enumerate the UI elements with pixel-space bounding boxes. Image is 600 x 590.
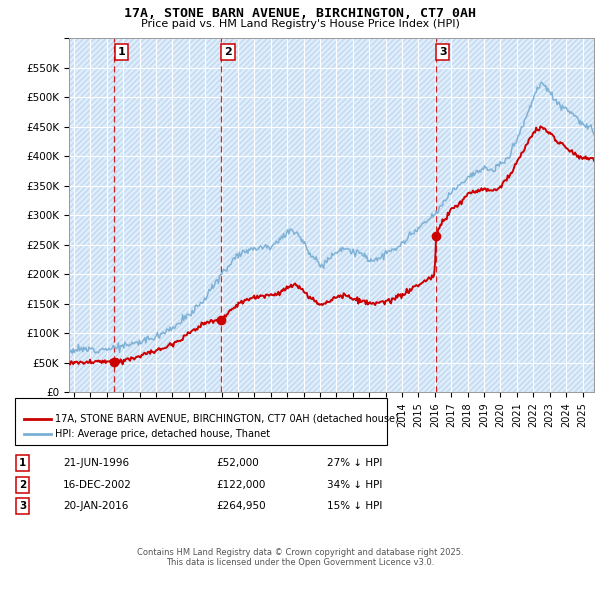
Text: HPI: Average price, detached house, Thanet: HPI: Average price, detached house, Than… <box>55 430 271 439</box>
Text: 3: 3 <box>439 47 446 57</box>
Text: 15% ↓ HPI: 15% ↓ HPI <box>327 502 382 511</box>
Text: 34% ↓ HPI: 34% ↓ HPI <box>327 480 382 490</box>
Text: £122,000: £122,000 <box>216 480 265 490</box>
Text: 17A, STONE BARN AVENUE, BIRCHINGTON, CT7 0AH: 17A, STONE BARN AVENUE, BIRCHINGTON, CT7… <box>124 7 476 20</box>
Text: £52,000: £52,000 <box>216 458 259 468</box>
Text: 1: 1 <box>118 47 125 57</box>
Text: 21-JUN-1996: 21-JUN-1996 <box>63 458 129 468</box>
Text: 3: 3 <box>19 502 26 511</box>
Text: 1: 1 <box>19 458 26 468</box>
Text: This data is licensed under the Open Government Licence v3.0.: This data is licensed under the Open Gov… <box>166 558 434 567</box>
Text: £264,950: £264,950 <box>216 502 266 511</box>
Text: 2: 2 <box>19 480 26 490</box>
Text: 27% ↓ HPI: 27% ↓ HPI <box>327 458 382 468</box>
Text: 2: 2 <box>224 47 232 57</box>
Text: 20-JAN-2016: 20-JAN-2016 <box>63 502 128 511</box>
Text: 17A, STONE BARN AVENUE, BIRCHINGTON, CT7 0AH (detached house): 17A, STONE BARN AVENUE, BIRCHINGTON, CT7… <box>55 414 399 424</box>
Text: Price paid vs. HM Land Registry's House Price Index (HPI): Price paid vs. HM Land Registry's House … <box>140 19 460 29</box>
Text: 16-DEC-2002: 16-DEC-2002 <box>63 480 132 490</box>
Text: Contains HM Land Registry data © Crown copyright and database right 2025.: Contains HM Land Registry data © Crown c… <box>137 548 463 556</box>
